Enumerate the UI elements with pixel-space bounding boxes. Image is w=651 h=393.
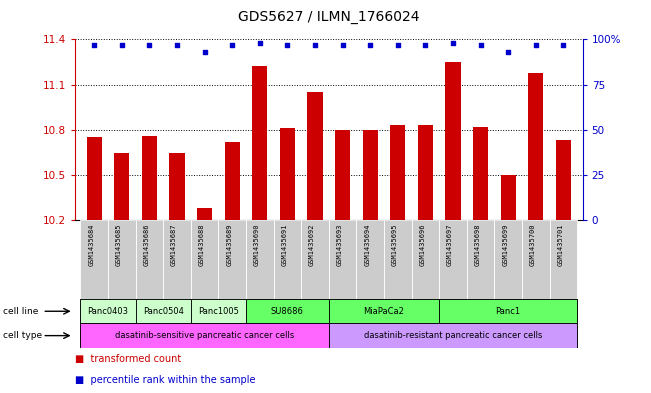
Point (282, 42, 292, 48)
Bar (280, 129, 295, 220)
Text: Panc1005: Panc1005 (198, 307, 239, 316)
Bar (191, 220, 218, 299)
Bar (335, 130, 350, 220)
Text: MiaPaCa2: MiaPaCa2 (363, 307, 404, 316)
Bar (363, 130, 378, 220)
Bar (439, 299, 577, 323)
Bar (411, 220, 439, 299)
Bar (142, 136, 157, 220)
Point (144, 42, 154, 48)
Bar (549, 220, 577, 299)
Text: GSM1435687: GSM1435687 (171, 224, 177, 266)
Point (448, 40, 458, 46)
Bar (87, 138, 102, 220)
Text: GSM1435691: GSM1435691 (281, 224, 287, 266)
Text: GSM1435688: GSM1435688 (199, 224, 204, 266)
Text: GSM1435690: GSM1435690 (254, 224, 260, 266)
Text: ■  percentile rank within the sample: ■ percentile rank within the sample (75, 375, 255, 385)
Bar (169, 152, 185, 220)
Bar (329, 220, 356, 299)
Text: dasatinib-resistant pancreatic cancer cells: dasatinib-resistant pancreatic cancer ce… (364, 331, 542, 340)
Text: GSM1435693: GSM1435693 (337, 224, 342, 266)
Point (420, 42, 430, 48)
Bar (329, 299, 439, 323)
Point (117, 42, 127, 48)
Bar (246, 299, 329, 323)
Text: GSM1435697: GSM1435697 (447, 224, 453, 266)
Bar (114, 152, 130, 220)
Bar (473, 127, 488, 220)
Point (531, 42, 541, 48)
Text: GSM1435701: GSM1435701 (557, 224, 563, 266)
Bar (108, 220, 135, 299)
Bar (418, 125, 433, 220)
Bar (80, 323, 329, 348)
Point (255, 40, 265, 46)
Text: dasatinib-sensitive pancreatic cancer cells: dasatinib-sensitive pancreatic cancer ce… (115, 331, 294, 340)
Text: GSM1435692: GSM1435692 (309, 224, 315, 266)
Point (503, 49, 514, 55)
Point (172, 42, 182, 48)
Text: GSM1435686: GSM1435686 (143, 224, 149, 266)
Bar (439, 220, 467, 299)
Text: SU8686: SU8686 (271, 307, 304, 316)
Bar (307, 92, 322, 220)
Bar (528, 73, 544, 220)
Bar (445, 62, 460, 220)
Bar (218, 220, 246, 299)
Text: GSM1435698: GSM1435698 (475, 224, 480, 266)
Bar (467, 220, 494, 299)
Bar (501, 175, 516, 220)
Text: GSM1435685: GSM1435685 (116, 224, 122, 266)
Text: GSM1435689: GSM1435689 (226, 224, 232, 266)
Text: GSM1435695: GSM1435695 (392, 224, 398, 266)
Bar (356, 220, 384, 299)
Bar (522, 220, 549, 299)
Text: GSM1435699: GSM1435699 (502, 224, 508, 266)
Point (365, 42, 376, 48)
Bar (225, 142, 240, 220)
Point (310, 42, 320, 48)
Bar (80, 220, 108, 299)
Bar (494, 220, 522, 299)
Bar (329, 323, 577, 348)
Bar (301, 220, 329, 299)
Bar (80, 299, 135, 323)
Text: cell type: cell type (3, 331, 42, 340)
Bar (135, 299, 191, 323)
Bar (197, 208, 212, 220)
Text: cell line: cell line (3, 307, 38, 316)
Point (393, 42, 403, 48)
Text: Panc0504: Panc0504 (143, 307, 184, 316)
Bar (390, 125, 406, 220)
Bar (163, 220, 191, 299)
Point (475, 42, 486, 48)
Bar (273, 220, 301, 299)
Text: GDS5627 / ILMN_1766024: GDS5627 / ILMN_1766024 (238, 10, 419, 24)
Bar (384, 220, 411, 299)
Text: GSM1435700: GSM1435700 (530, 224, 536, 266)
Bar (246, 220, 273, 299)
Point (337, 42, 348, 48)
Bar (191, 299, 246, 323)
Point (558, 42, 568, 48)
Text: Panc1: Panc1 (495, 307, 521, 316)
Text: ■  transformed count: ■ transformed count (75, 354, 181, 364)
Bar (135, 220, 163, 299)
Text: Panc0403: Panc0403 (87, 307, 128, 316)
Point (199, 49, 210, 55)
Bar (556, 140, 571, 220)
Text: GSM1435696: GSM1435696 (419, 224, 425, 266)
Text: GSM1435694: GSM1435694 (364, 224, 370, 266)
Point (227, 42, 238, 48)
Bar (252, 66, 268, 220)
Text: GSM1435684: GSM1435684 (88, 224, 94, 266)
Point (89, 42, 100, 48)
